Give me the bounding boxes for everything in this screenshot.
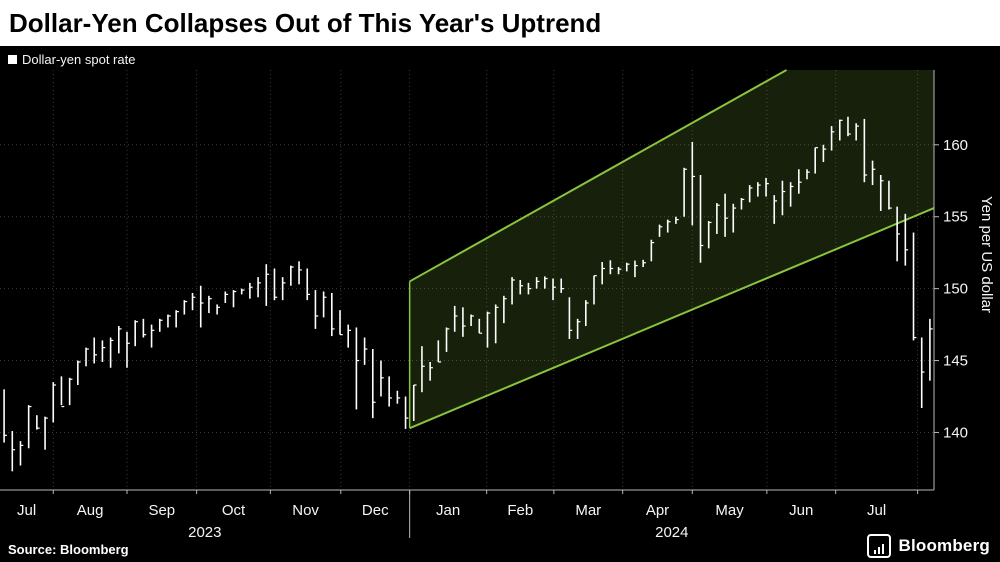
title-bar: Dollar-Yen Collapses Out of This Year's … (0, 0, 1000, 46)
channel-fill (409, 70, 934, 429)
x-tick-label: May (715, 502, 744, 519)
x-tick-label: Sep (148, 502, 175, 519)
y-axis-title: Yen per US dollar (978, 196, 995, 314)
source-attribution: Source: Bloomberg (8, 542, 129, 557)
trend-channel (408, 69, 935, 430)
x-tick-label: Dec (362, 502, 389, 519)
bloomberg-terminal-icon (867, 534, 892, 558)
x-tick-label: Mar (575, 502, 601, 519)
axes (0, 70, 939, 538)
page-title: Dollar-Yen Collapses Out of This Year's … (9, 7, 602, 38)
legend-label: Dollar-yen spot rate (22, 52, 136, 67)
y-tick-label: 150 (943, 281, 968, 298)
y-tick-label: 160 (943, 137, 968, 154)
bloomberg-logo: Bloomberg (867, 534, 990, 558)
axis-labels: Jul Aug Sep Oct Nov Dec Jan Feb Mar Apr May Jun Jul 2… (17, 137, 968, 541)
x-tick-label: Nov (292, 502, 319, 519)
y-tick-label: 145 (943, 353, 968, 370)
x-tick-label: Feb (507, 502, 533, 519)
channel-lower-line (409, 207, 935, 430)
chart-legend: Dollar-yen spot rate (8, 52, 135, 67)
x-tick-label: Jul (17, 502, 36, 519)
y-tick-label: 155 (943, 209, 968, 226)
year-label: 2024 (655, 524, 688, 541)
bloomberg-wordmark: Bloomberg (898, 536, 990, 555)
y-tick-label: 140 (943, 424, 968, 441)
price-bars (3, 116, 933, 472)
year-label: 2023 (188, 524, 221, 541)
channel-upper-line (409, 69, 788, 283)
x-tick-label: Jun (789, 502, 813, 519)
legend-swatch-icon (8, 55, 17, 64)
x-tick-label: Jan (436, 502, 460, 519)
x-tick-label: Oct (222, 502, 246, 519)
x-tick-label: Aug (77, 502, 104, 519)
x-tick-label: Apr (646, 502, 669, 519)
x-tick-label: Jul (867, 502, 886, 519)
